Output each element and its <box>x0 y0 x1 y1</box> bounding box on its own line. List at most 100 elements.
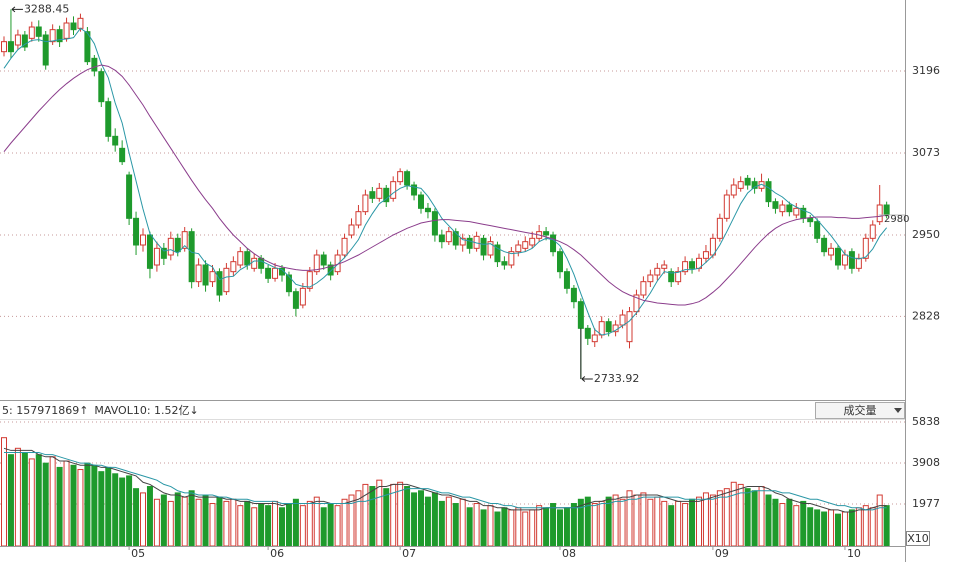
volume-bar <box>515 507 522 547</box>
candle-body <box>661 264 668 269</box>
volume-bar <box>536 505 543 547</box>
candle-body <box>98 71 105 103</box>
candle-body <box>654 267 661 276</box>
current-price-label: 2980 <box>884 214 909 225</box>
volume-bar <box>70 464 77 547</box>
volume-bar <box>522 511 529 547</box>
selector-box[interactable] <box>815 402 905 419</box>
candle-body <box>702 251 709 259</box>
volume-header: 5: 157971869↑ <box>2 404 88 417</box>
volume-bar <box>689 498 696 547</box>
volume-bar <box>7 454 14 547</box>
candle-body <box>181 231 188 249</box>
volume-bar <box>862 505 869 547</box>
volume-bar <box>452 503 459 547</box>
candle-body <box>272 267 279 279</box>
volume-bar <box>313 496 320 547</box>
volume-bar <box>383 488 390 547</box>
volume-bar <box>793 505 800 547</box>
volume-bar <box>258 503 265 547</box>
volume-bar <box>244 500 251 547</box>
volume-bar <box>682 503 689 547</box>
ma-line <box>3 27 888 336</box>
candle-body <box>202 264 209 286</box>
selector-arrow[interactable] <box>894 408 902 413</box>
candle-body <box>7 41 14 53</box>
candle-body <box>821 237 828 253</box>
volume-bar <box>285 503 292 547</box>
volume-bar <box>140 492 146 547</box>
volume-bar <box>216 496 223 547</box>
volume-bar <box>397 481 404 547</box>
volume-bar <box>835 513 841 547</box>
candle-body <box>383 187 390 203</box>
candle-body <box>431 211 438 236</box>
candle-body <box>522 241 529 249</box>
volume-bar <box>146 486 153 547</box>
volume-bar <box>28 458 35 547</box>
candle-body <box>543 231 550 236</box>
volume-bar <box>640 492 647 547</box>
volume-bar <box>91 464 98 547</box>
candle-body <box>557 251 563 273</box>
candle-body <box>244 251 251 266</box>
volume-bar <box>418 490 424 547</box>
candle-body <box>772 201 779 209</box>
x-tick-label: 05 <box>131 547 145 560</box>
volume-bar <box>202 494 209 547</box>
candle-body <box>355 211 362 226</box>
volume-bar <box>105 466 112 547</box>
volume-bar <box>591 503 598 547</box>
candle-body <box>689 261 696 269</box>
candle-body <box>390 181 397 199</box>
volume-bar <box>251 507 258 547</box>
volume-bar <box>376 479 383 547</box>
volume-selector[interactable]: 成交量 <box>815 402 905 419</box>
volume-bar <box>758 486 765 547</box>
candle-body <box>126 174 133 219</box>
candle-body <box>814 221 821 239</box>
volume-bar <box>404 486 411 547</box>
volume-bar <box>487 505 494 547</box>
volume-bar <box>557 509 563 547</box>
candle-body <box>1 41 7 53</box>
candle-body <box>828 247 835 256</box>
candle-body <box>418 194 424 209</box>
selector-label[interactable]: 成交量 <box>844 403 877 417</box>
ma-line <box>3 447 887 513</box>
ma-line <box>4 452 887 511</box>
candle-body <box>153 247 160 266</box>
plot-area <box>0 9 905 547</box>
candle-body <box>716 217 723 239</box>
volume-bar <box>543 507 550 547</box>
volume-bar <box>598 500 605 547</box>
volume-bar <box>320 507 327 547</box>
candle-body <box>647 274 654 283</box>
volume-bar <box>821 511 828 547</box>
candle-body <box>285 274 292 293</box>
candle-body <box>605 321 612 333</box>
volume-bar <box>765 494 772 547</box>
candle-body <box>49 29 56 43</box>
candle-body <box>835 247 841 266</box>
candle-body <box>195 264 202 283</box>
candle-body <box>855 257 862 269</box>
volume-bar <box>675 500 682 547</box>
candle-body <box>327 264 334 276</box>
volume-bar <box>612 494 619 547</box>
volume-bar <box>779 503 786 547</box>
candle-body <box>146 234 153 269</box>
y-tick-label: 5838 <box>912 415 940 428</box>
volume-bar <box>411 492 418 547</box>
candle-body <box>730 184 737 196</box>
volume-bar <box>772 498 779 547</box>
candle-body <box>584 327 591 339</box>
volume-bar <box>84 462 91 547</box>
volume-bar <box>14 447 21 547</box>
candle-body <box>466 237 473 249</box>
x-tick-label: 08 <box>562 547 576 560</box>
candle-body <box>570 287 577 303</box>
volume-bar <box>424 496 431 547</box>
volume-bar <box>869 507 876 547</box>
